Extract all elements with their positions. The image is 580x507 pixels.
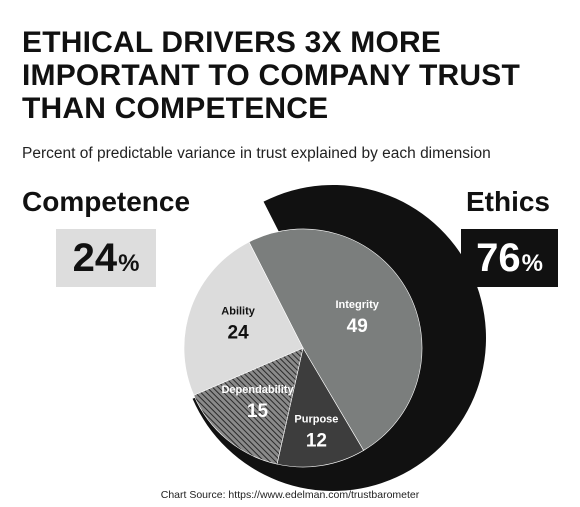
pie-slice-integrity <box>248 228 423 451</box>
chart-title: ETHICAL DRIVERS 3X MORE IMPORTANT TO COM… <box>22 26 562 125</box>
title-line-1: ETHICAL DRIVERS 3X MORE <box>22 26 442 59</box>
ethics-label: Ethics <box>465 186 550 217</box>
slice-label-ability: Ability <box>221 306 255 318</box>
ethics-percent-unit: % <box>521 250 543 277</box>
slice-value-dependability: 15 <box>247 401 269 422</box>
competence-percent-value: 24 <box>72 236 118 280</box>
pie-slice-dependability <box>193 347 304 465</box>
slice-label-integrity: Integrity <box>335 299 379 311</box>
slice-label-purpose: Purpose <box>294 414 338 426</box>
pie-slice-purpose <box>276 347 364 468</box>
slice-value-ability: 24 <box>228 323 250 344</box>
competence-label: Competence <box>22 186 191 217</box>
title-line-2: IMPORTANT TO COMPANY TRUST <box>22 59 520 92</box>
competence-percent-box: 24% <box>56 229 156 287</box>
title-line-3: THAN COMPETENCE <box>22 92 329 125</box>
competence-percent-unit: % <box>118 250 140 277</box>
slice-label-dependability: Dependability <box>221 384 294 396</box>
slice-value-purpose: 12 <box>306 431 327 452</box>
ethics-percent-box: 76% <box>461 229 558 287</box>
pie-slice-ability <box>183 241 304 396</box>
chart-subtitle: Percent of predictable variance in trust… <box>22 145 491 162</box>
slice-value-integrity: 49 <box>347 316 368 337</box>
ethics-percent-value: 76 <box>476 236 521 280</box>
chart-source: Chart Source: https://www.edelman.com/tr… <box>160 489 420 501</box>
